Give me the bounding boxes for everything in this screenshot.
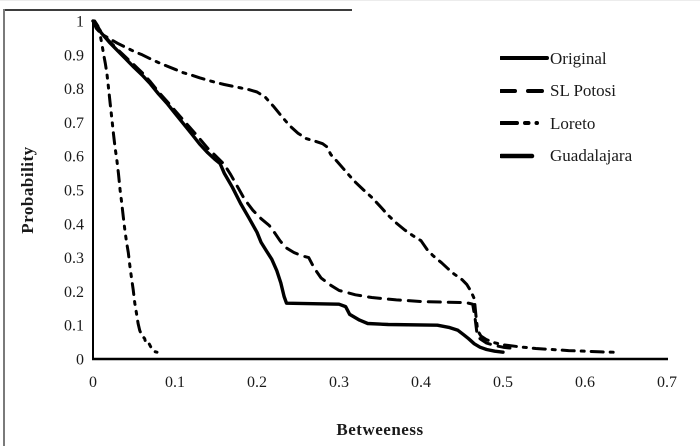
- chart-legend: Original SL Potosi Loreto Guadalajara: [500, 42, 670, 172]
- y-tick-label: 0.9: [64, 47, 84, 64]
- x-tick-label: 0.4: [411, 374, 431, 391]
- x-tick-label: 0.6: [575, 374, 595, 391]
- y-tick-label: 0.7: [64, 115, 84, 132]
- y-tick-label: 0.1: [64, 318, 84, 335]
- figure-edge-line: [0, 0, 700, 1]
- y-tick-label: 0.5: [64, 183, 84, 200]
- legend-label-sl-potosi: SL Potosi: [550, 81, 616, 101]
- y-tick-label: 0.6: [64, 149, 84, 166]
- legend-label-loreto: Loreto: [550, 113, 596, 133]
- y-tick-label: 0.8: [64, 81, 84, 98]
- y-tick-label: 0: [76, 352, 84, 369]
- x-tick-label: 0.2: [247, 374, 267, 391]
- figure-border-top: [3, 9, 352, 11]
- y-tick-label: 1: [76, 14, 84, 31]
- y-tick-label: 0.4: [64, 216, 84, 233]
- series-line-original: [91, 19, 505, 354]
- legend-item-loreto: Loreto: [500, 107, 670, 140]
- series-line-loreto: [91, 19, 616, 354]
- series-line-sl-potosi: [91, 19, 513, 350]
- y-tick-label: 0.2: [64, 284, 84, 301]
- legend-item-original: Original: [500, 42, 670, 75]
- legend-item-guadalajara: Guadalajara: [500, 140, 670, 173]
- legend-item-sl-potosi: SL Potosi: [500, 75, 670, 108]
- dashed-line-sample-icon: [500, 88, 544, 93]
- x-tick-label: 0: [89, 374, 97, 391]
- x-tick-label: 0.3: [329, 374, 349, 391]
- figure-border-left: [3, 9, 5, 446]
- long-dash-line-sample-icon: [500, 153, 535, 158]
- x-tick-label: 0.7: [657, 374, 677, 391]
- legend-label-guadalajara: Guadalajara: [550, 146, 633, 166]
- dash-dot-line-sample-icon: [500, 121, 539, 126]
- x-axis-title: Betweeness: [336, 420, 424, 439]
- x-tick-label: 0.1: [165, 374, 185, 391]
- series-line-guadalajara: [93, 19, 159, 354]
- legend-label-original: Original: [550, 48, 607, 68]
- y-tick-label: 0.3: [64, 250, 84, 267]
- y-axis-title: Probability: [18, 146, 37, 234]
- x-tick-label: 0.5: [493, 374, 513, 391]
- solid-line-sample-icon: [500, 56, 549, 61]
